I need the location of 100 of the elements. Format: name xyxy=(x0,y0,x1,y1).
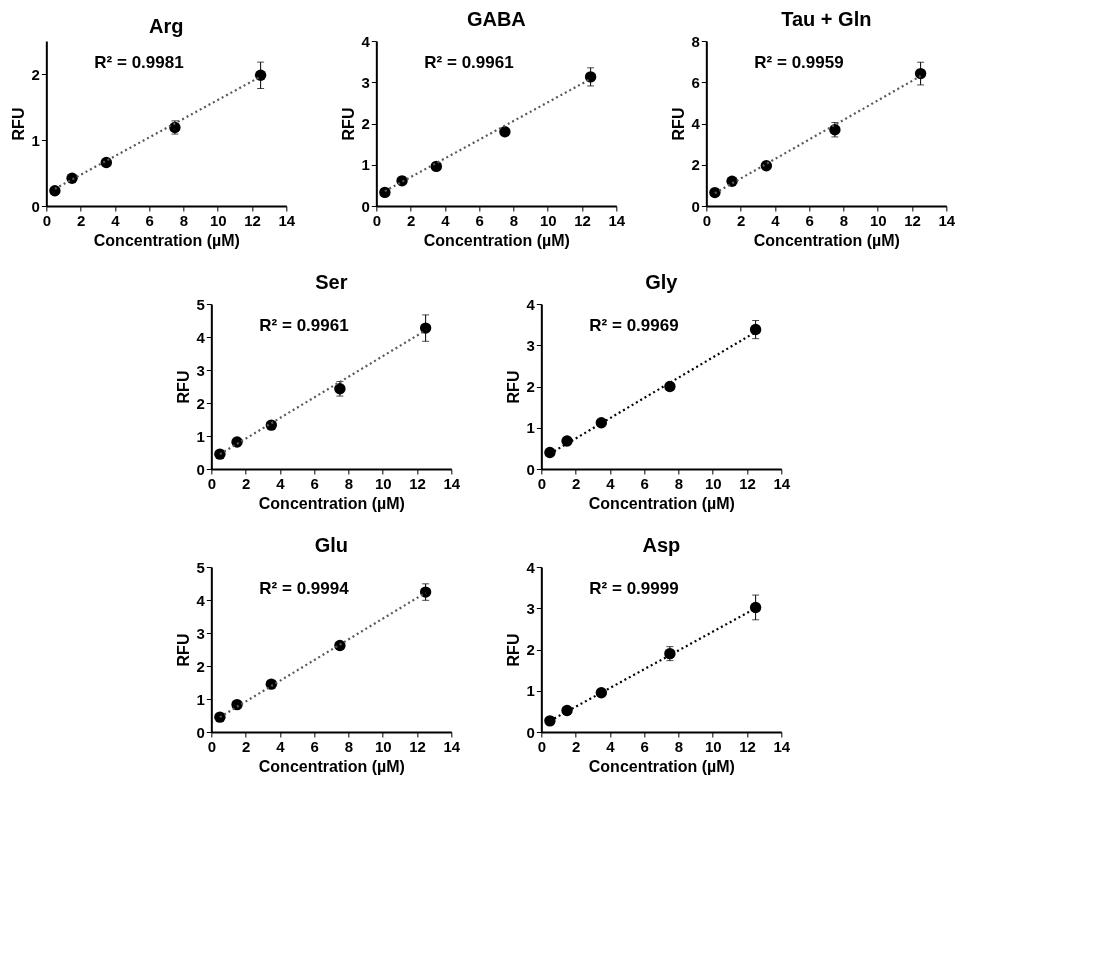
x-tick-label: 6 xyxy=(145,211,154,229)
x-tick-label: 2 xyxy=(241,737,251,755)
point xyxy=(499,126,511,138)
point xyxy=(664,380,676,393)
y-tick-label: 0 xyxy=(691,197,700,215)
x-tick-label: 8 xyxy=(179,211,189,229)
x-tick-label: 8 xyxy=(674,737,684,755)
chart-title: Ser xyxy=(315,271,348,293)
point xyxy=(419,322,432,334)
x-tick-label: 14 xyxy=(608,211,626,229)
y-tick-label: 2 xyxy=(526,641,535,658)
x-tick-label: 12 xyxy=(739,474,756,492)
y-tick-label: 0 xyxy=(196,723,205,741)
x-tick-label: 8 xyxy=(674,474,684,492)
x-tick-label: 12 xyxy=(574,211,591,229)
x-tick-label: 2 xyxy=(241,474,251,492)
x-tick-label: 10 xyxy=(374,737,392,755)
y-tick-label: 3 xyxy=(196,624,205,642)
x-axis-title: Concentration (µM) xyxy=(588,757,735,775)
y-axis-title: RFU xyxy=(175,633,193,667)
chart-title: Glu xyxy=(314,534,348,556)
chart-title: GABA xyxy=(466,8,526,30)
x-tick-label: 0 xyxy=(372,211,381,229)
annotation: R² = 0.9961 xyxy=(259,316,349,335)
x-tick-label: 10 xyxy=(869,211,887,229)
y-tick-label: 2 xyxy=(361,115,370,132)
x-axis-title: Concentration (µM) xyxy=(93,231,240,249)
y-tick-label: 1 xyxy=(196,427,205,445)
x-tick-label: 6 xyxy=(310,737,319,755)
x-tick-label: 10 xyxy=(374,474,392,492)
y-tick-label: 0 xyxy=(31,197,40,215)
x-axis-title: Concentration (µM) xyxy=(588,494,735,512)
x-tick-label: 0 xyxy=(702,211,711,229)
y-tick-label: 5 xyxy=(196,558,205,576)
x-tick-label: 2 xyxy=(571,737,581,755)
y-tick-label: 0 xyxy=(361,197,370,215)
point xyxy=(584,71,597,83)
y-tick-label: 4 xyxy=(361,32,371,50)
chart-title: Tau + Gln xyxy=(781,8,872,30)
y-tick-label: 2 xyxy=(31,65,40,83)
y-tick-label: 4 xyxy=(526,295,536,313)
x-tick-label: 14 xyxy=(443,474,461,492)
y-tick-label: 3 xyxy=(361,73,370,91)
point xyxy=(334,639,346,652)
x-tick-label: 6 xyxy=(475,211,484,229)
y-tick-label: 1 xyxy=(526,682,535,700)
y-tick-label: 4 xyxy=(196,328,206,346)
x-tick-label: 12 xyxy=(409,737,426,755)
chart-title: Gly xyxy=(645,271,679,293)
x-tick-label: 4 xyxy=(276,737,286,755)
point xyxy=(49,185,61,197)
x-tick-label: 14 xyxy=(278,211,296,229)
point xyxy=(914,67,927,80)
annotation: R² = 0.9969 xyxy=(589,316,679,335)
y-tick-label: 2 xyxy=(196,394,205,412)
y-tick-label: 8 xyxy=(691,32,700,50)
x-tick-label: 8 xyxy=(839,211,849,229)
y-tick-label: 3 xyxy=(526,599,535,617)
point xyxy=(829,124,841,136)
x-tick-label: 6 xyxy=(310,474,319,492)
x-tick-label: 6 xyxy=(640,474,649,492)
y-tick-label: 2 xyxy=(196,657,205,675)
chart-title: Arg xyxy=(149,15,184,37)
x-tick-label: 14 xyxy=(938,211,956,229)
y-tick-label: 0 xyxy=(526,723,535,741)
x-tick-label: 2 xyxy=(571,474,581,492)
x-axis-title: Concentration (µM) xyxy=(258,494,405,512)
x-tick-label: 12 xyxy=(409,474,426,492)
x-tick-label: 4 xyxy=(111,211,121,229)
point xyxy=(544,715,556,727)
y-axis-title: RFU xyxy=(10,107,28,141)
y-axis-title: RFU xyxy=(175,370,193,404)
x-tick-label: 4 xyxy=(276,474,286,492)
y-axis-title: RFU xyxy=(670,107,688,141)
x-tick-label: 14 xyxy=(443,737,461,755)
x-tick-label: 10 xyxy=(539,211,557,229)
x-axis-title: Concentration (µM) xyxy=(753,231,900,249)
y-axis-title: RFU xyxy=(505,633,523,667)
x-tick-label: 2 xyxy=(736,211,746,229)
x-tick-label: 12 xyxy=(904,211,921,229)
x-tick-label: 2 xyxy=(76,211,86,229)
x-tick-label: 8 xyxy=(344,474,354,492)
y-tick-label: 2 xyxy=(691,156,700,174)
x-tick-label: 6 xyxy=(805,211,814,229)
y-axis-title: RFU xyxy=(505,370,523,404)
y-tick-label: 6 xyxy=(691,73,700,91)
chart-title: Asp xyxy=(642,534,681,556)
point xyxy=(254,69,267,82)
y-tick-label: 1 xyxy=(526,419,535,437)
y-tick-label: 0 xyxy=(526,460,535,478)
point xyxy=(66,172,78,184)
point xyxy=(709,186,721,199)
annotation: R² = 0.9961 xyxy=(424,53,514,72)
point xyxy=(749,323,762,336)
y-tick-label: 4 xyxy=(691,115,701,132)
point xyxy=(595,417,608,429)
x-tick-label: 4 xyxy=(441,211,451,229)
annotation: R² = 0.9994 xyxy=(259,579,350,598)
y-tick-label: 4 xyxy=(526,558,536,576)
x-axis-title: Concentration (µM) xyxy=(258,757,405,775)
